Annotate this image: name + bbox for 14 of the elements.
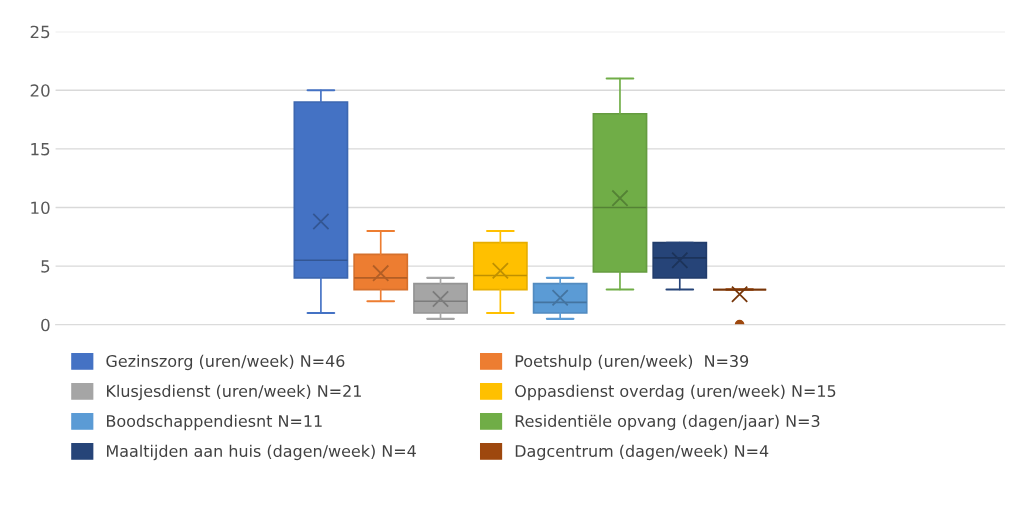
y-tick-label: 25 [30,25,50,39]
legend-label: Boodschappendiesnt N=11 [107,414,322,431]
y-tick-label: 20 [30,84,50,97]
legend-label: Poetshulp (uren/week) N=39 [515,354,749,371]
y-tick-label: 5 [41,260,50,273]
y-tick-label: 0 [41,318,50,332]
legend-label: Gezinszorg (uren/week) N=46 [106,354,345,371]
legend-label: Oppasdienst overdag (uren/week) N=15 [515,384,836,401]
y-tick-label: 10 [31,201,50,215]
y-tick-label: 15 [31,143,50,156]
legend-label: Dagcentrum (dagen/week) N=4 [515,444,769,461]
legend-label: Klusjesdienst (uren/week) N=21 [107,384,361,401]
legend-label: Residentiële opvang (dagen/jaar) N=3 [515,414,820,431]
legend-label: Maaltijden aan huis (dagen/week) N=4 [107,444,416,461]
